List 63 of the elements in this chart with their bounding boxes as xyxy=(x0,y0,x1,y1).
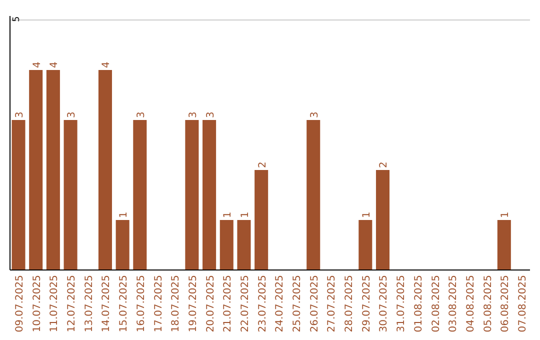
x-tick-label: 23.07.2025 xyxy=(257,275,268,332)
x-tick-label: 27.07.2025 xyxy=(326,275,338,332)
data-label: 3 xyxy=(14,112,26,118)
bar xyxy=(202,120,216,270)
x-tick-label: 30.07.2025 xyxy=(378,275,390,332)
data-label: 4 xyxy=(49,62,60,68)
x-tick-label: 18.07.2025 xyxy=(170,275,182,332)
bar xyxy=(306,120,320,270)
bar xyxy=(29,70,43,270)
data-label: 3 xyxy=(136,112,147,118)
x-tick-label: 01.08.2025 xyxy=(413,275,424,332)
x-tick-label: 24.07.2025 xyxy=(274,275,286,332)
x-tick-label: 11.07.2025 xyxy=(49,275,60,332)
x-tick-label: 04.08.2025 xyxy=(465,275,476,332)
data-label: 4 xyxy=(32,62,43,68)
bar xyxy=(185,120,199,270)
x-tick-label: 06.08.2025 xyxy=(500,275,512,332)
x-tick-label: 25.07.2025 xyxy=(292,275,304,332)
data-label: 2 xyxy=(257,162,268,168)
x-tick-label: 15.07.2025 xyxy=(118,275,130,332)
bar xyxy=(12,120,26,270)
data-label: 1 xyxy=(361,212,372,218)
bar xyxy=(237,220,251,270)
x-tick-label: 17.07.2025 xyxy=(153,275,164,332)
bar xyxy=(358,220,372,270)
x-tick-label: 16.07.2025 xyxy=(136,275,147,332)
bar xyxy=(376,170,390,270)
data-label: 1 xyxy=(500,212,512,218)
x-tick-label: 13.07.2025 xyxy=(84,275,95,332)
data-label: 4 xyxy=(101,62,112,68)
x-tick-label: 12.07.2025 xyxy=(66,275,78,332)
x-tick-label: 22.07.2025 xyxy=(240,275,251,332)
x-tick-label: 19.07.2025 xyxy=(188,275,199,332)
bar xyxy=(116,220,130,270)
bar xyxy=(98,70,112,270)
x-tick-label: 26.07.2025 xyxy=(309,275,320,332)
x-tick-label: 02.08.2025 xyxy=(430,275,442,332)
x-tick-label: 20.07.2025 xyxy=(205,275,216,332)
bar xyxy=(64,120,78,270)
data-label: 3 xyxy=(309,112,320,118)
bar xyxy=(254,170,268,270)
data-label: 3 xyxy=(66,112,78,118)
data-label: 3 xyxy=(188,112,199,118)
y-tick-label: 5 xyxy=(12,16,22,22)
x-tick-label: 21.07.2025 xyxy=(222,275,234,332)
x-tick-label: 03.08.2025 xyxy=(448,275,460,332)
x-tick-label: 14.07.2025 xyxy=(101,275,112,332)
data-label: 1 xyxy=(240,212,251,218)
data-label: 2 xyxy=(378,162,390,168)
x-tick-label: 05.08.2025 xyxy=(482,275,494,332)
data-label: 1 xyxy=(118,212,130,218)
bar xyxy=(133,120,147,270)
bar xyxy=(497,220,511,270)
x-tick-label: 28.07.2025 xyxy=(344,275,356,332)
x-tick-label: 31.07.2025 xyxy=(396,275,408,332)
bar xyxy=(220,220,234,270)
x-tick-label: 09.07.2025 xyxy=(14,275,26,332)
x-tick-label: 10.07.2025 xyxy=(32,275,43,332)
x-tick-label: 29.07.2025 xyxy=(361,275,372,332)
data-label: 3 xyxy=(205,112,216,118)
x-tick-label: 07.08.2025 xyxy=(518,275,528,332)
data-label: 1 xyxy=(222,212,234,218)
bar xyxy=(46,70,60,270)
